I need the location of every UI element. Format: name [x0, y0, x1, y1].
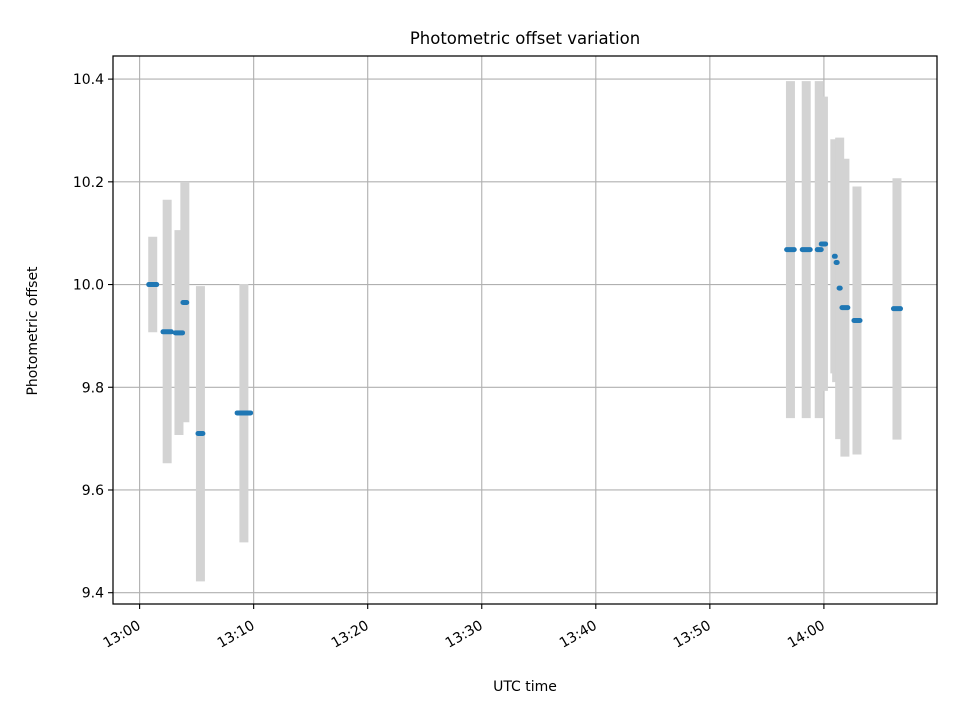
- plot-frame: [112, 55, 938, 605]
- chart-title: Photometric offset variation: [410, 29, 640, 48]
- y-tick-label: 10.2: [73, 175, 104, 191]
- y-axis-label: Photometric offset: [25, 266, 41, 396]
- y-tick-label: 10.0: [73, 278, 104, 294]
- y-tick-label: 9.8: [82, 380, 104, 396]
- markers: [146, 241, 904, 436]
- y-tick-label: 9.6: [82, 483, 104, 499]
- x-axis-label: UTC time: [493, 679, 557, 695]
- grid: [113, 56, 937, 604]
- y-tick-label: 9.4: [82, 586, 104, 602]
- y-axis: 9.4 9.6 9.8 10.0 10.2 10.4: [73, 72, 113, 602]
- y-tick-label: 10.4: [73, 72, 104, 88]
